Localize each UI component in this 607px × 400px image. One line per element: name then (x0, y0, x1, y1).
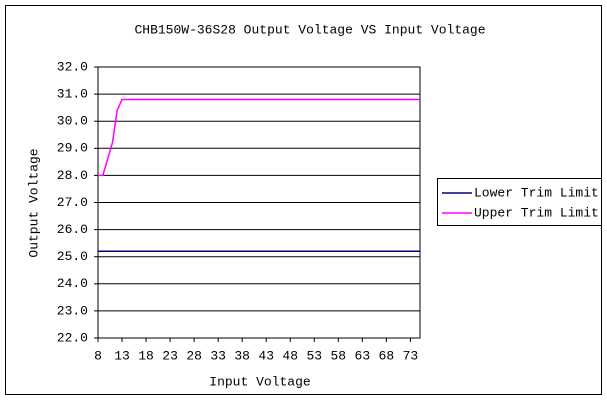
legend-label: Upper Trim Limit (474, 205, 599, 220)
legend-label: Lower Trim Limit (474, 185, 599, 200)
x-tick-label: 53 (306, 348, 322, 363)
x-tick-label: 38 (234, 348, 250, 363)
y-tick-label: 28.0 (57, 168, 88, 183)
y-tick-label: 27.0 (57, 195, 88, 210)
x-tick-label: 48 (282, 348, 298, 363)
x-tick-label: 63 (355, 348, 371, 363)
x-tick-label: 8 (94, 348, 102, 363)
x-tick-label: 28 (186, 348, 202, 363)
x-tick-label: 58 (330, 348, 346, 363)
x-tick-label: 13 (114, 348, 130, 363)
series-line (98, 98, 420, 177)
y-tick-label: 32.0 (57, 59, 88, 74)
x-tick-label: 23 (162, 348, 178, 363)
y-tick-label: 22.0 (57, 330, 88, 345)
y-tick-label: 26.0 (57, 222, 88, 237)
y-tick-label: 31.0 (57, 87, 88, 102)
y-tick-label: 23.0 (57, 303, 88, 318)
y-axis-label: Output Voltage (26, 148, 41, 257)
chart-title: CHB150W-36S28 Output Voltage VS Input Vo… (134, 22, 485, 37)
x-tick-label: 33 (210, 348, 226, 363)
y-tick-label: 30.0 (57, 114, 88, 129)
y-tick-label: 25.0 (57, 249, 88, 264)
x-tick-label: 73 (403, 348, 419, 363)
x-tick-label: 43 (258, 348, 274, 363)
legend-box (437, 178, 602, 226)
x-tick-label: 18 (138, 348, 154, 363)
x-axis-label: Input Voltage (209, 374, 310, 389)
x-tick-label: 68 (379, 348, 395, 363)
y-tick-label: 24.0 (57, 276, 88, 291)
y-tick-label: 29.0 (57, 141, 88, 156)
